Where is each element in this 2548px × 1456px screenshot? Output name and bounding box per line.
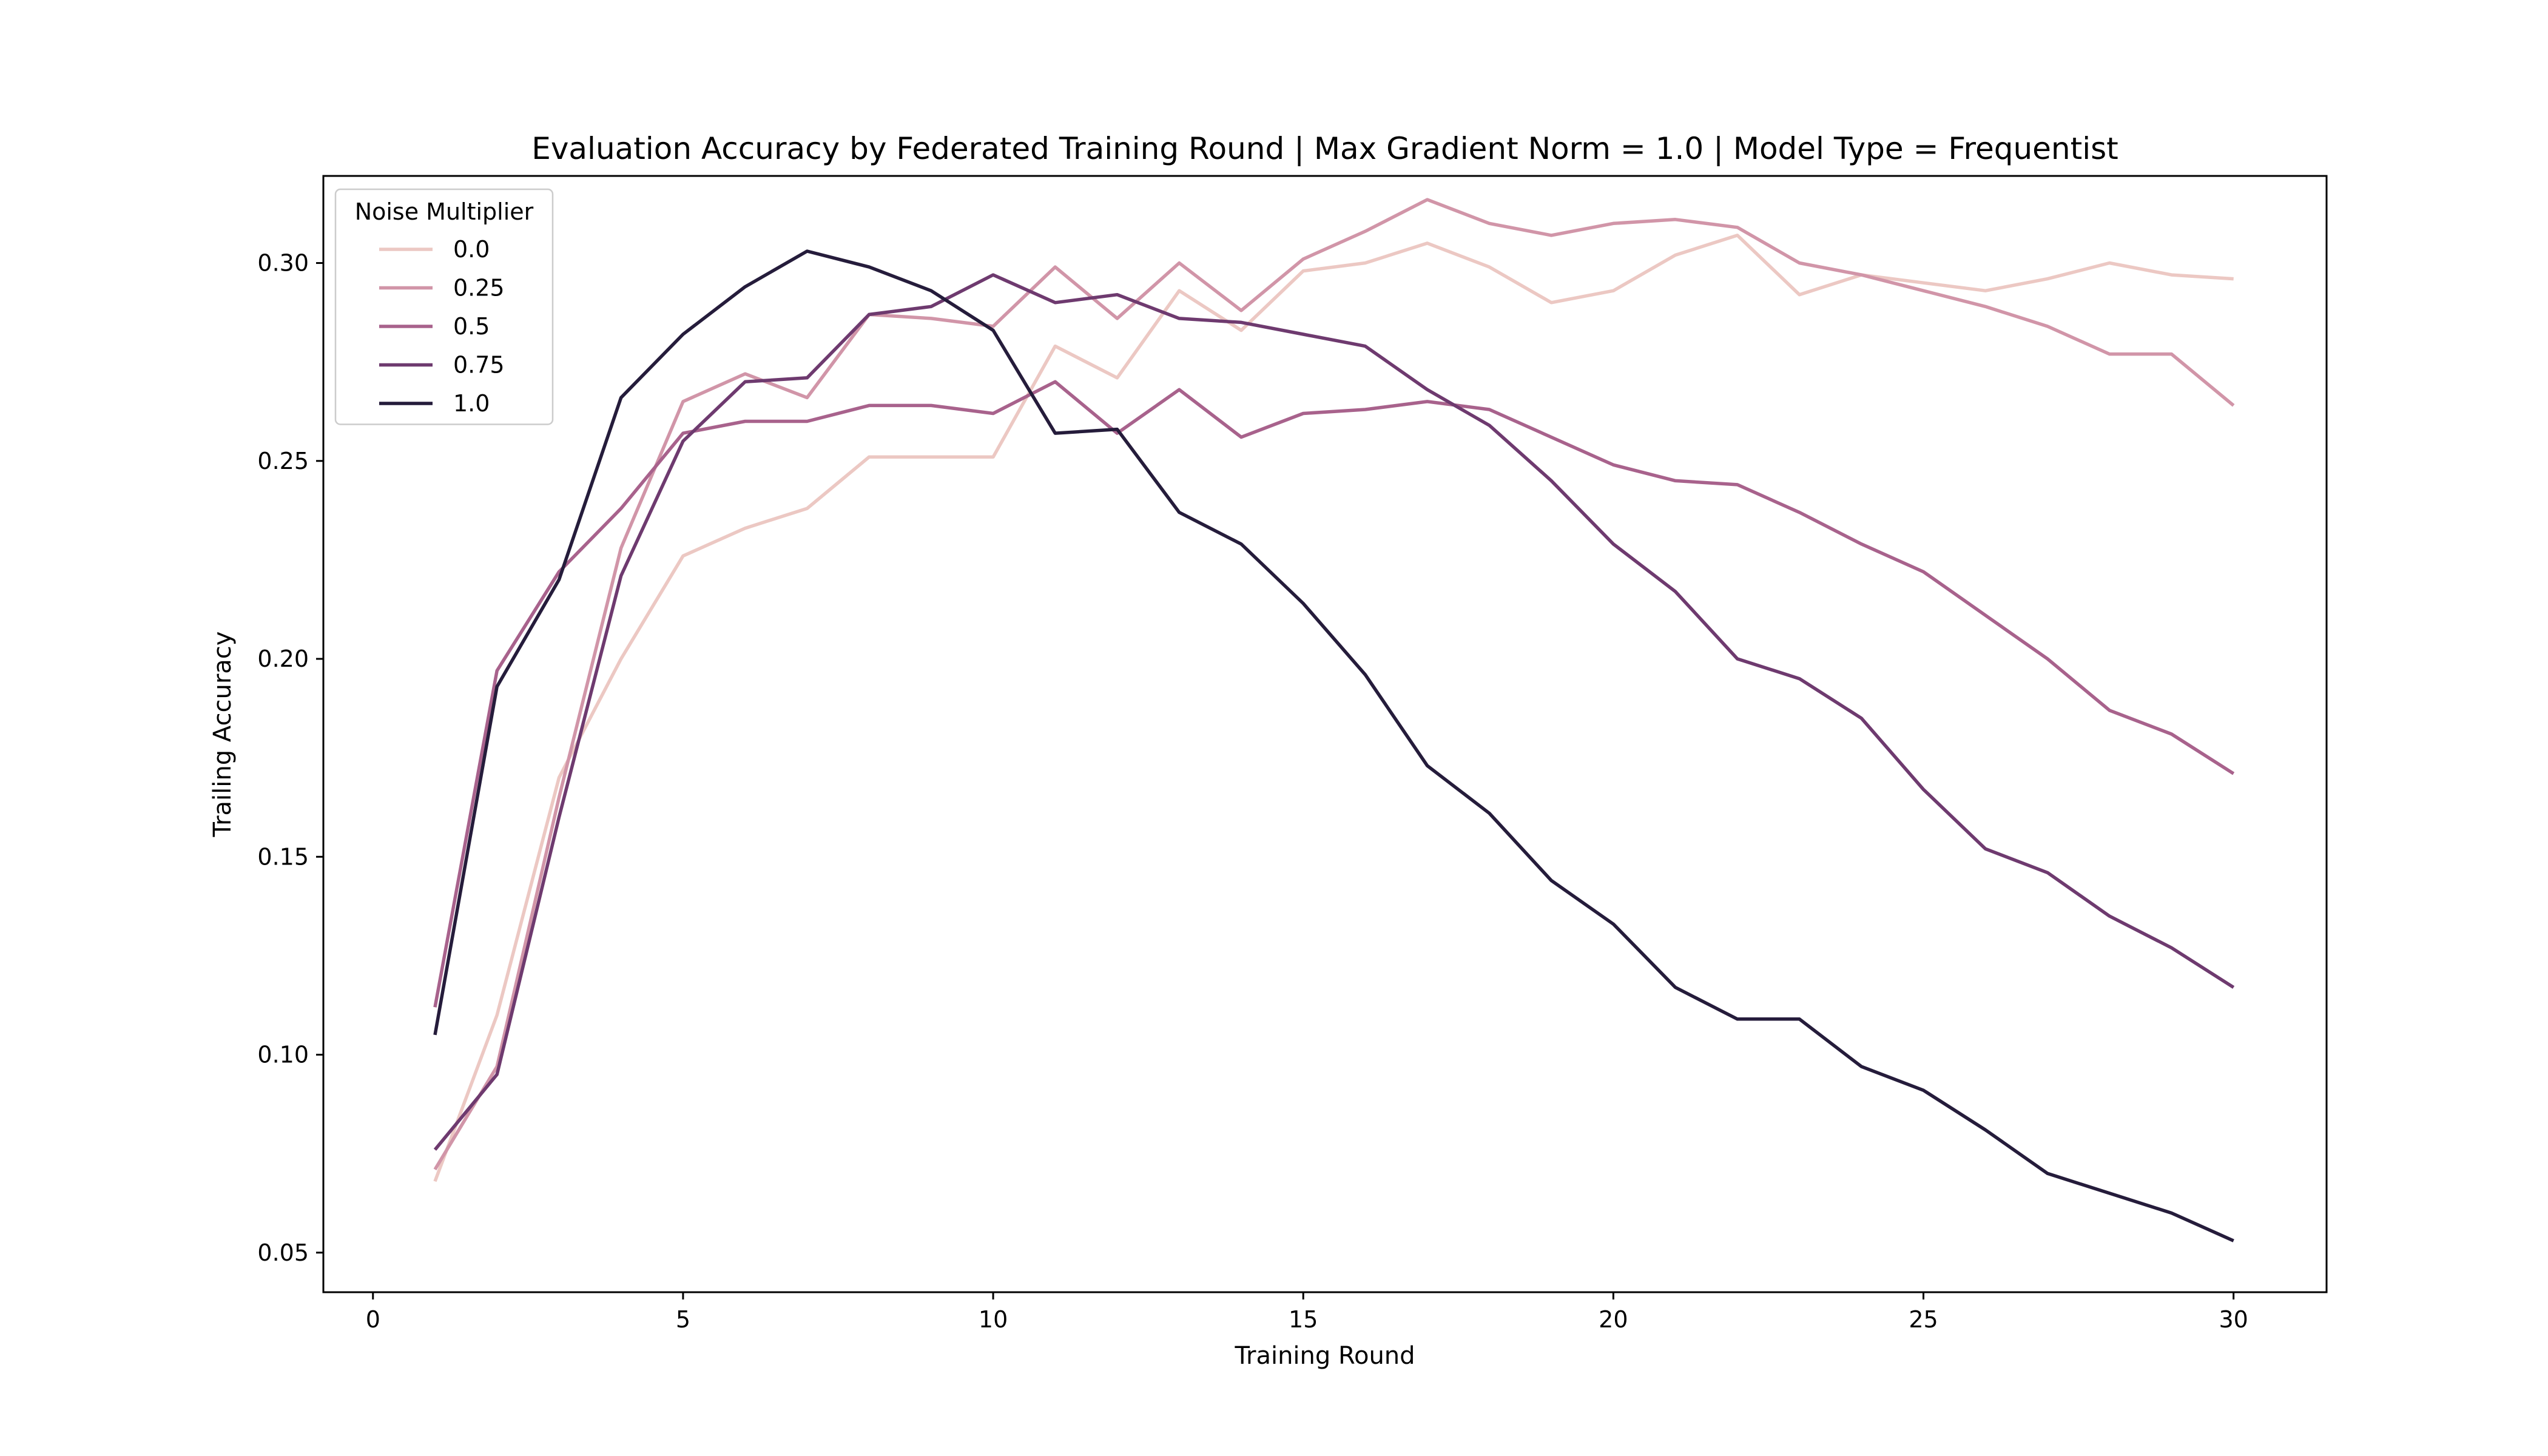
x-tick-label: 25 [1909,1306,1938,1333]
legend-entry-3: 0.75 [453,352,505,379]
y-tick-label: 0.15 [257,843,309,870]
series-line-1 [433,198,2235,1171]
y-axis: 0.05 0.10 0.15 0.20 0.25 0.30 [257,250,323,1266]
y-tick-label: 0.10 [257,1042,309,1068]
series-line-4 [433,249,2234,1242]
y-tick-label: 0.05 [257,1239,309,1266]
x-tick-label: 5 [676,1306,690,1333]
series-line-2 [433,380,2235,1008]
x-tick-label: 0 [366,1306,380,1333]
plot-frame [322,175,2328,1293]
y-axis-label: Trailing Accuracy [209,632,237,838]
x-tick-label: 30 [2219,1306,2248,1333]
series-line-3 [433,273,2235,1151]
legend-entry-1: 0.25 [453,275,505,302]
y-tick-label: 0.25 [257,448,309,474]
legend-entry-0: 0.0 [453,236,490,263]
x-tick-label: 10 [979,1306,1008,1333]
legend-entry-2: 0.5 [453,313,490,340]
y-tick-label: 0.20 [257,645,309,672]
y-tick-label: 0.30 [257,250,309,277]
x-tick-label: 15 [1289,1306,1318,1333]
lines-layer [433,198,2235,1242]
legend-entry-4: 1.0 [453,390,490,417]
legend-title: Noise Multiplier [355,198,534,225]
x-axis: 0 5 10 15 20 25 30 [366,1292,2248,1333]
legend: Noise Multiplier 0.0 0.25 0.5 0.75 1.0 [334,188,554,425]
x-axis-label: Training Round [1234,1342,1415,1370]
series-line-0 [433,234,2234,1182]
x-tick-label: 20 [1599,1306,1628,1333]
chart-title: Evaluation Accuracy by Federated Trainin… [531,131,2118,166]
